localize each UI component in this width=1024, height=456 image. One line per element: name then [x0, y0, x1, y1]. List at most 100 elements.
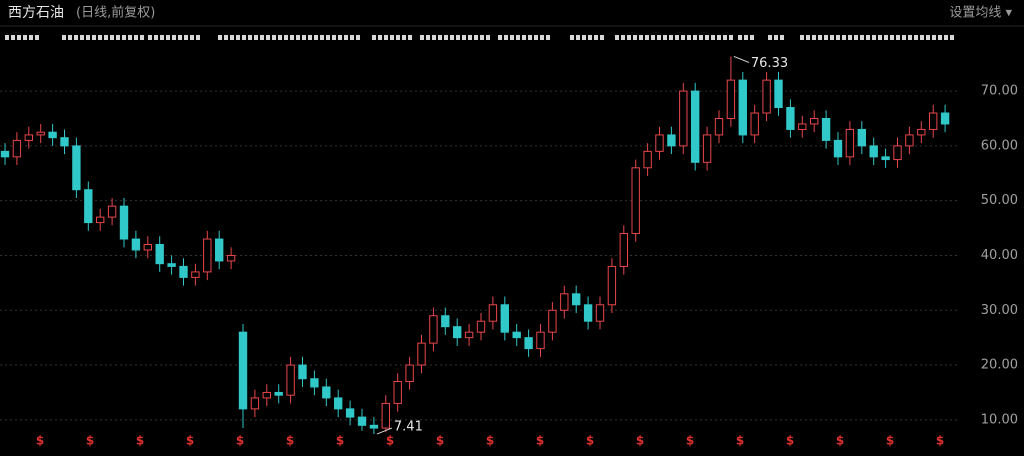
event-icon — [320, 35, 324, 40]
event-icon — [504, 35, 508, 40]
candle-body — [512, 331, 521, 339]
event-icon — [657, 35, 661, 40]
dividend-marker: $ — [436, 434, 444, 448]
candle-body — [381, 402, 390, 429]
event-icon — [588, 35, 592, 40]
candle-body — [48, 131, 57, 139]
y-tick-label: 30.00 — [981, 303, 1018, 318]
event-icon — [750, 35, 754, 40]
event-icon — [242, 35, 246, 40]
candle-body — [334, 397, 343, 410]
event-icon — [848, 35, 852, 40]
event-icon — [110, 35, 114, 40]
event-icon — [68, 35, 72, 40]
event-icon — [338, 35, 342, 40]
event-icon — [950, 35, 954, 40]
event-icon — [681, 35, 685, 40]
event-icon — [872, 35, 876, 40]
event-icon — [818, 35, 822, 40]
event-icon — [468, 35, 472, 40]
candle-body — [453, 326, 462, 339]
event-icon — [80, 35, 84, 40]
y-tick-label: 20.00 — [981, 358, 1018, 373]
dividend-marker: $ — [636, 434, 644, 448]
event-icon — [166, 35, 170, 40]
event-icon — [272, 35, 276, 40]
event-icon — [528, 35, 532, 40]
event-icon — [944, 35, 948, 40]
candle-body — [762, 79, 771, 114]
candle-body — [774, 79, 783, 109]
event-icon — [5, 35, 9, 40]
event-icon — [450, 35, 454, 40]
candle-body — [310, 378, 319, 388]
event-icon — [378, 35, 382, 40]
event-icon — [699, 35, 703, 40]
candle-body — [583, 304, 593, 322]
candle-body — [322, 386, 331, 399]
event-icon — [296, 35, 300, 40]
event-icon — [140, 35, 144, 40]
candle-body — [167, 263, 176, 267]
event-icon — [290, 35, 294, 40]
event-icon — [546, 35, 550, 40]
candle-body — [238, 331, 248, 410]
event-icon — [932, 35, 936, 40]
event-icon — [639, 35, 643, 40]
settings-button[interactable]: 设置均线 ▾ — [949, 6, 1012, 21]
event-icon — [230, 35, 234, 40]
event-icon — [23, 35, 27, 40]
event-icon — [432, 35, 436, 40]
dividend-marker: $ — [186, 434, 194, 448]
event-icon — [128, 35, 132, 40]
candle-body — [833, 139, 843, 158]
candle-body — [179, 265, 188, 278]
candle-body — [595, 304, 605, 322]
candle-body — [548, 309, 557, 333]
event-icon — [498, 35, 502, 40]
event-icon — [148, 35, 152, 40]
candle-body — [203, 238, 212, 273]
candle-body — [476, 320, 486, 333]
candle-body — [702, 134, 712, 163]
event-icon — [729, 35, 733, 40]
event-icon — [717, 35, 721, 40]
annotation-label: 76.33 — [751, 56, 788, 71]
event-icon — [134, 35, 138, 40]
event-icon — [248, 35, 252, 40]
event-icon — [62, 35, 66, 40]
event-icon — [800, 35, 804, 40]
event-icon — [344, 35, 348, 40]
event-icon — [824, 35, 828, 40]
event-icon — [890, 35, 894, 40]
event-icon — [278, 35, 282, 40]
event-icon — [154, 35, 158, 40]
event-icon — [842, 35, 846, 40]
dividend-marker: $ — [336, 434, 344, 448]
event-icon — [98, 35, 102, 40]
candle-body — [536, 331, 545, 350]
event-icon — [534, 35, 538, 40]
event-icon — [218, 35, 222, 40]
y-tick-label: 10.00 — [981, 412, 1018, 427]
candle-body — [488, 304, 498, 322]
annotation-arrow — [733, 55, 750, 63]
candle-body — [155, 244, 164, 265]
event-icon — [314, 35, 318, 40]
event-icon — [651, 35, 655, 40]
candle-body — [36, 131, 45, 136]
candle-body — [345, 408, 355, 418]
candle-body — [821, 117, 831, 141]
event-icon — [332, 35, 336, 40]
event-icon — [854, 35, 858, 40]
event-icon — [645, 35, 649, 40]
event-icon — [920, 35, 924, 40]
y-tick-label: 60.00 — [981, 138, 1018, 153]
candle-body — [417, 342, 426, 366]
event-icon — [284, 35, 288, 40]
dividend-marker: $ — [836, 434, 844, 448]
candle-body — [72, 145, 81, 191]
event-icon — [884, 35, 888, 40]
dividend-marker: $ — [786, 434, 794, 448]
candle-body — [0, 150, 10, 158]
